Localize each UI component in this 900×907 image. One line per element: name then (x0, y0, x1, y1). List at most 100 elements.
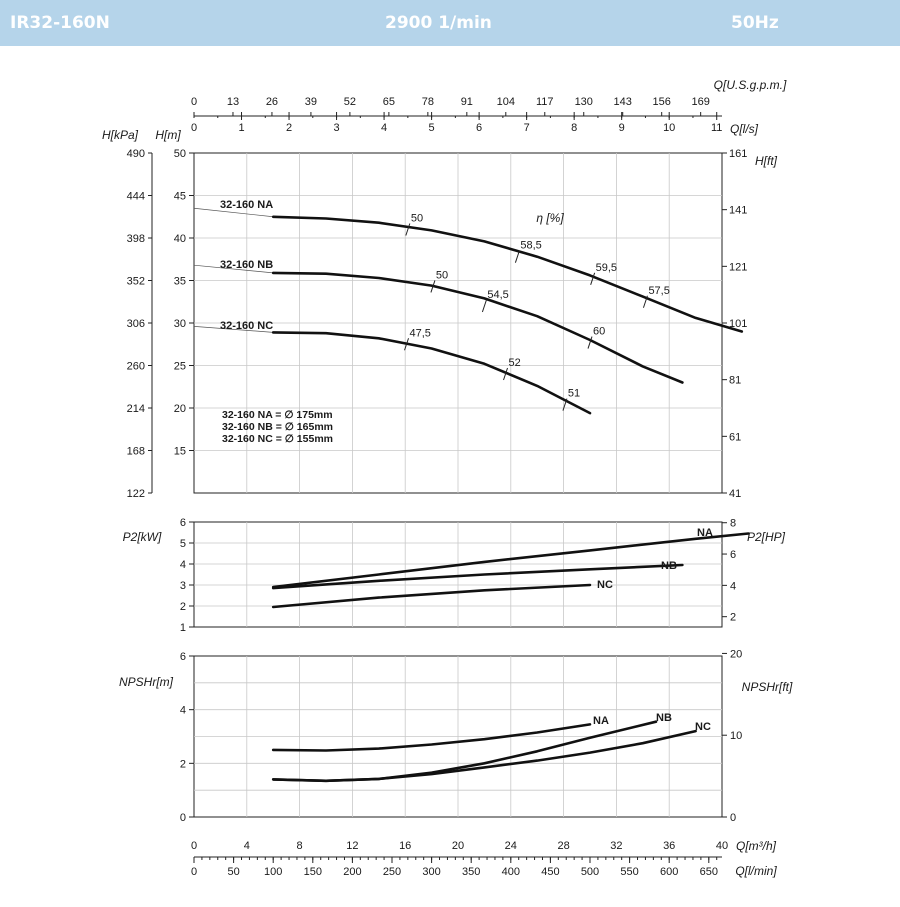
efficiency-label: 47,5 (410, 327, 431, 339)
efficiency-tick (404, 338, 409, 351)
q-ls-tick-label: 7 (524, 122, 530, 134)
npsh-curve-nc (271, 729, 697, 783)
p-hp-tick-label: 2 (730, 612, 736, 624)
npsh-curve-na (271, 723, 592, 752)
q-usgpm-tick-label: 130 (575, 96, 593, 108)
npsh-curve-label: NA (593, 715, 609, 727)
efficiency-axis-label: η [%] (536, 211, 564, 225)
q-ls-tick-label: 8 (571, 122, 577, 134)
npsh-m-tick-label: 0 (180, 812, 186, 824)
head-curve-na (271, 215, 744, 333)
efficiency-label: 51 (568, 388, 580, 400)
efficiency-label: 59,5 (596, 262, 617, 274)
h-ft-tick-label: 101 (729, 318, 747, 330)
impeller-diameter-note: 32-160 NC = ∅ 155mm (222, 433, 333, 445)
speed-title: 2900 1/min (385, 13, 492, 33)
h-ft-tick-label: 141 (729, 205, 747, 217)
npsh-m-axis-label: NPSHr[m] (119, 675, 174, 689)
header-banner: IR32-160N 2900 1/min 50Hz (0, 0, 900, 46)
q-ls-tick-label: 5 (429, 122, 435, 134)
npsh-ft-tick-label: 20 (730, 648, 742, 660)
efficiency-label: 60 (593, 326, 605, 338)
frequency-title: 50Hz (731, 13, 779, 33)
p-kw-tick-label: 6 (180, 517, 186, 529)
q-lmin-axis-label: Q[l/min] (735, 864, 777, 878)
q-lmin-tick-label: 0 (191, 866, 197, 878)
h-kpa-tick-label: 490 (127, 148, 145, 160)
q-usgpm-tick-label: 169 (691, 96, 709, 108)
h-m-tick-label: 25 (174, 361, 186, 373)
q-ls-tick-label: 10 (663, 122, 675, 134)
q-ls-tick-label: 9 (619, 122, 625, 134)
h-kpa-axis-label: H[kPa] (102, 128, 139, 142)
q-lmin-tick-label: 100 (264, 866, 282, 878)
q-ls-tick-label: 6 (476, 122, 482, 134)
q-usgpm-tick-label: 39 (305, 96, 317, 108)
power-curve-na (271, 532, 750, 589)
npsh-m-tick-label: 2 (180, 758, 186, 770)
q-m3h-tick-label: 4 (244, 840, 250, 852)
p-kw-tick-label: 1 (180, 622, 186, 634)
q-m3h-tick-label: 0 (191, 840, 197, 852)
q-m3h-tick-label: 40 (716, 840, 728, 852)
npsh-m-tick-label: 4 (180, 705, 186, 717)
q-m3h-tick-label: 28 (557, 840, 569, 852)
diameter-guide-line (193, 264, 274, 274)
q-ls-tick-label: 3 (333, 122, 339, 134)
h-kpa-tick-label: 168 (127, 446, 145, 458)
npsh-ft-tick-label: 10 (730, 730, 742, 742)
p-hp-tick-label: 6 (730, 549, 736, 561)
q-usgpm-tick-label: 156 (653, 96, 671, 108)
efficiency-label: 57,5 (648, 285, 669, 297)
q-lmin-tick-label: 150 (304, 866, 322, 878)
efficiency-tick (642, 295, 648, 308)
q-ls-tick-label: 2 (286, 122, 292, 134)
power-curve-label: NA (697, 527, 713, 539)
p-kw-tick-label: 3 (180, 580, 186, 592)
q-lmin-tick-label: 650 (700, 866, 718, 878)
q-usgpm-tick-label: 104 (497, 96, 515, 108)
q-lmin-tick-label: 600 (660, 866, 678, 878)
head-curve-nb (271, 271, 684, 384)
h-ft-tick-label: 61 (729, 431, 741, 443)
p-kw-tick-label: 2 (180, 601, 186, 613)
q-lmin-tick-label: 200 (343, 866, 361, 878)
power-curve-nc (271, 583, 592, 609)
p-hp-tick-label: 4 (730, 580, 736, 592)
q-m3h-tick-label: 8 (297, 840, 303, 852)
npsh-curve-label: NB (656, 712, 672, 724)
q-ls-tick-label: 4 (381, 122, 387, 134)
q-usgpm-tick-label: 143 (614, 96, 632, 108)
npsh-m-tick-label: 6 (180, 651, 186, 663)
h-m-tick-label: 50 (174, 148, 186, 160)
h-ft-tick-label: 161 (729, 148, 747, 160)
q-ls-tick-label: 11 (711, 122, 722, 134)
q-usgpm-tick-label: 65 (383, 96, 395, 108)
p-kw-tick-label: 4 (180, 559, 186, 571)
h-ft-axis-label: H[ft] (755, 154, 778, 168)
q-lmin-tick-label: 550 (620, 866, 638, 878)
q-m3h-axis-label: Q[m³/h] (736, 839, 777, 853)
h-ft-tick-label: 81 (729, 375, 741, 387)
h-ft-tick-label: 41 (729, 488, 741, 500)
q-ls-tick-label: 1 (238, 122, 244, 134)
q-lmin-tick-label: 450 (541, 866, 559, 878)
q-m3h-tick-label: 12 (346, 840, 358, 852)
efficiency-tick (481, 299, 487, 313)
model-title: IR32-160N (10, 13, 110, 33)
q-m3h-tick-label: 36 (663, 840, 675, 852)
efficiency-tick (590, 272, 596, 285)
head-curve-nc (271, 331, 592, 415)
npsh-curve-label: NC (695, 721, 711, 733)
diameter-guide-line (193, 207, 274, 218)
impeller-diameter-note: 32-160 NA = ∅ 175mm (222, 409, 333, 421)
efficiency-tick (562, 398, 568, 411)
pump-performance-chart: 1520253035404550122168214260306352398444… (102, 78, 793, 878)
p-hp-tick-label: 8 (730, 518, 736, 530)
q-usgpm-tick-label: 91 (461, 96, 473, 108)
q-usgpm-tick-label: 78 (422, 96, 434, 108)
efficiency-tick (503, 367, 508, 381)
efficiency-label: 58,5 (520, 240, 541, 252)
q-lmin-tick-label: 50 (227, 866, 239, 878)
efficiency-label: 50 (411, 213, 423, 225)
